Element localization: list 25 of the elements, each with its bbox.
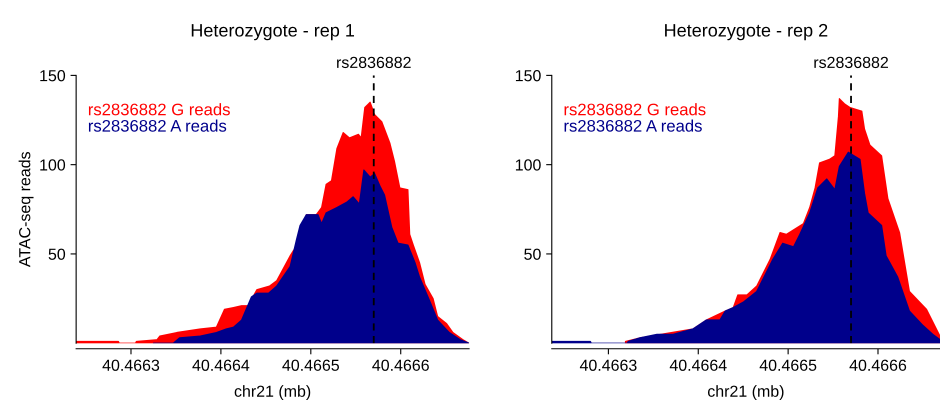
text: rs2836882 A reads [564,120,702,132]
x-tick-label: 40.4666 [372,360,429,371]
chart-title: Heterozygote - rep 2 [665,24,828,40]
chart-title: Heterozygote - rep 1 [192,24,354,40]
text: rs2836882 G reads [88,103,230,116]
x-axis-title: chr21 (mb) [708,385,784,400]
x-tick-label: 40.4665 [282,360,340,371]
text: rs2836882 G reads [564,103,706,116]
y-tick-label: 150 [40,70,66,82]
y-tick-label: 50 [48,248,66,260]
x-tick-label: 40.4664 [670,360,727,371]
y-tick-label: 100 [516,159,541,171]
y-tick-label: 100 [40,159,66,171]
x-tick-label: 40.4663 [580,360,637,371]
x-axis-title: chr21 (mb) [234,385,310,400]
x-tick-label: 40.4664 [192,360,250,371]
y-tick-label: 150 [516,70,541,82]
ref-line-label: rs2836882 [814,56,888,68]
x-tick-label: 40.4665 [760,360,816,371]
x-tick-label: 40.4663 [102,360,160,371]
y-axis-title: ATAC-seq reads [18,152,34,268]
x-tick-label: 40.4666 [849,360,906,371]
y-tick-label: 50 [524,248,541,260]
text: rs2836882 A reads [88,120,226,132]
ref-line-label: rs2836882 [337,56,411,68]
